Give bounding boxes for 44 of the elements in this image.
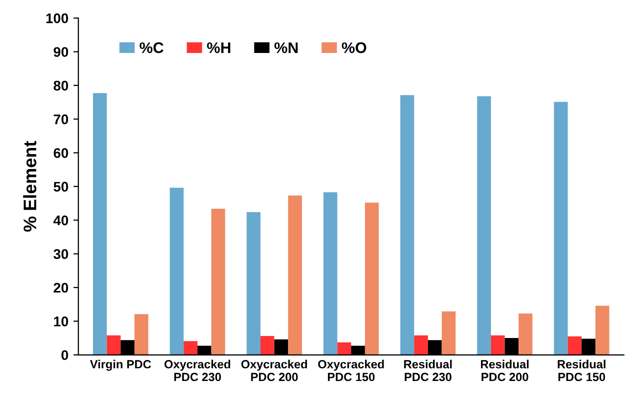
y-tick-label: 90 bbox=[54, 47, 68, 57]
y-tick-label: 80 bbox=[54, 80, 68, 91]
y-tick-label: 60 bbox=[54, 148, 68, 158]
legend-label: %C bbox=[140, 42, 164, 54]
bar bbox=[246, 212, 260, 355]
y-tick-label: 0 bbox=[61, 350, 68, 360]
y-tick-label: 40 bbox=[53, 215, 68, 226]
bar bbox=[568, 336, 582, 355]
bar bbox=[211, 208, 226, 355]
bar bbox=[106, 335, 121, 355]
x-tick-label: Residual PDC 200 bbox=[480, 360, 529, 382]
bar bbox=[134, 314, 148, 355]
x-tick-label: Oxycracked PDC 200 bbox=[241, 360, 307, 382]
bar bbox=[400, 95, 414, 355]
legend-label: %O bbox=[342, 42, 366, 54]
bar bbox=[595, 306, 610, 355]
bar bbox=[288, 196, 302, 355]
bar bbox=[442, 311, 456, 355]
bar bbox=[554, 102, 568, 355]
x-tick-label: Residual PDC 230 bbox=[404, 360, 452, 382]
y-tick-label: 10 bbox=[54, 316, 68, 326]
x-tick-label: Virgin PDC bbox=[90, 360, 152, 371]
bar bbox=[337, 342, 352, 355]
bar bbox=[92, 93, 107, 355]
x-tick-label: Oxycracked PDC 230 bbox=[164, 360, 230, 382]
bar bbox=[323, 192, 338, 355]
y-tick-label: 30 bbox=[54, 249, 68, 260]
x-tick-label: Residual PDC 150 bbox=[558, 360, 606, 382]
bar bbox=[518, 313, 532, 355]
y-tick-label: 20 bbox=[54, 282, 68, 293]
legend-label: %N bbox=[274, 42, 298, 54]
bar bbox=[477, 96, 491, 355]
y-axis-title: % Element bbox=[23, 141, 36, 232]
x-tick-label: Oxycracked PDC 150 bbox=[318, 360, 384, 382]
y-tick-label: 100 bbox=[46, 13, 68, 24]
bar bbox=[364, 202, 379, 355]
bar bbox=[490, 335, 505, 355]
y-tick-label: 50 bbox=[54, 182, 68, 192]
bar bbox=[260, 336, 274, 355]
legend-label: %H bbox=[207, 42, 230, 54]
bar bbox=[184, 341, 198, 355]
bar bbox=[414, 335, 428, 355]
y-tick-label: 70 bbox=[54, 114, 68, 124]
bar bbox=[170, 188, 184, 355]
